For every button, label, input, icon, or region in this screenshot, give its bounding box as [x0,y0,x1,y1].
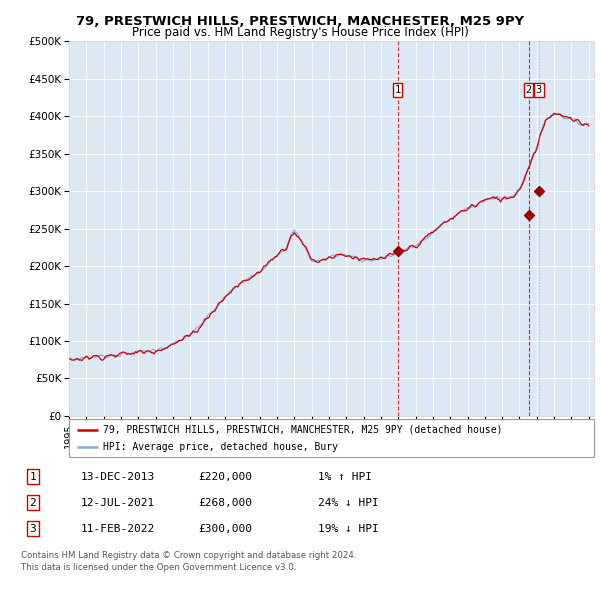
Text: Contains HM Land Registry data © Crown copyright and database right 2024.: Contains HM Land Registry data © Crown c… [21,552,356,560]
Text: 79, PRESTWICH HILLS, PRESTWICH, MANCHESTER, M25 9PY: 79, PRESTWICH HILLS, PRESTWICH, MANCHEST… [76,15,524,28]
Text: 2: 2 [526,85,532,95]
Text: 13-DEC-2013: 13-DEC-2013 [81,472,155,481]
Text: 3: 3 [536,85,542,95]
Text: HPI: Average price, detached house, Bury: HPI: Average price, detached house, Bury [103,441,338,451]
Text: This data is licensed under the Open Government Licence v3.0.: This data is licensed under the Open Gov… [21,563,296,572]
Text: 79, PRESTWICH HILLS, PRESTWICH, MANCHESTER, M25 9PY (detached house): 79, PRESTWICH HILLS, PRESTWICH, MANCHEST… [103,425,503,435]
Text: 19% ↓ HPI: 19% ↓ HPI [318,524,379,533]
Text: Price paid vs. HM Land Registry's House Price Index (HPI): Price paid vs. HM Land Registry's House … [131,26,469,39]
Text: 11-FEB-2022: 11-FEB-2022 [81,524,155,533]
Text: £300,000: £300,000 [198,524,252,533]
Text: 2: 2 [29,498,37,507]
Text: £268,000: £268,000 [198,498,252,507]
Text: 12-JUL-2021: 12-JUL-2021 [81,498,155,507]
Text: 24% ↓ HPI: 24% ↓ HPI [318,498,379,507]
Text: 3: 3 [29,524,37,533]
Text: 1% ↑ HPI: 1% ↑ HPI [318,472,372,481]
Text: £220,000: £220,000 [198,472,252,481]
Text: 1: 1 [29,472,37,481]
Text: 1: 1 [394,85,401,95]
